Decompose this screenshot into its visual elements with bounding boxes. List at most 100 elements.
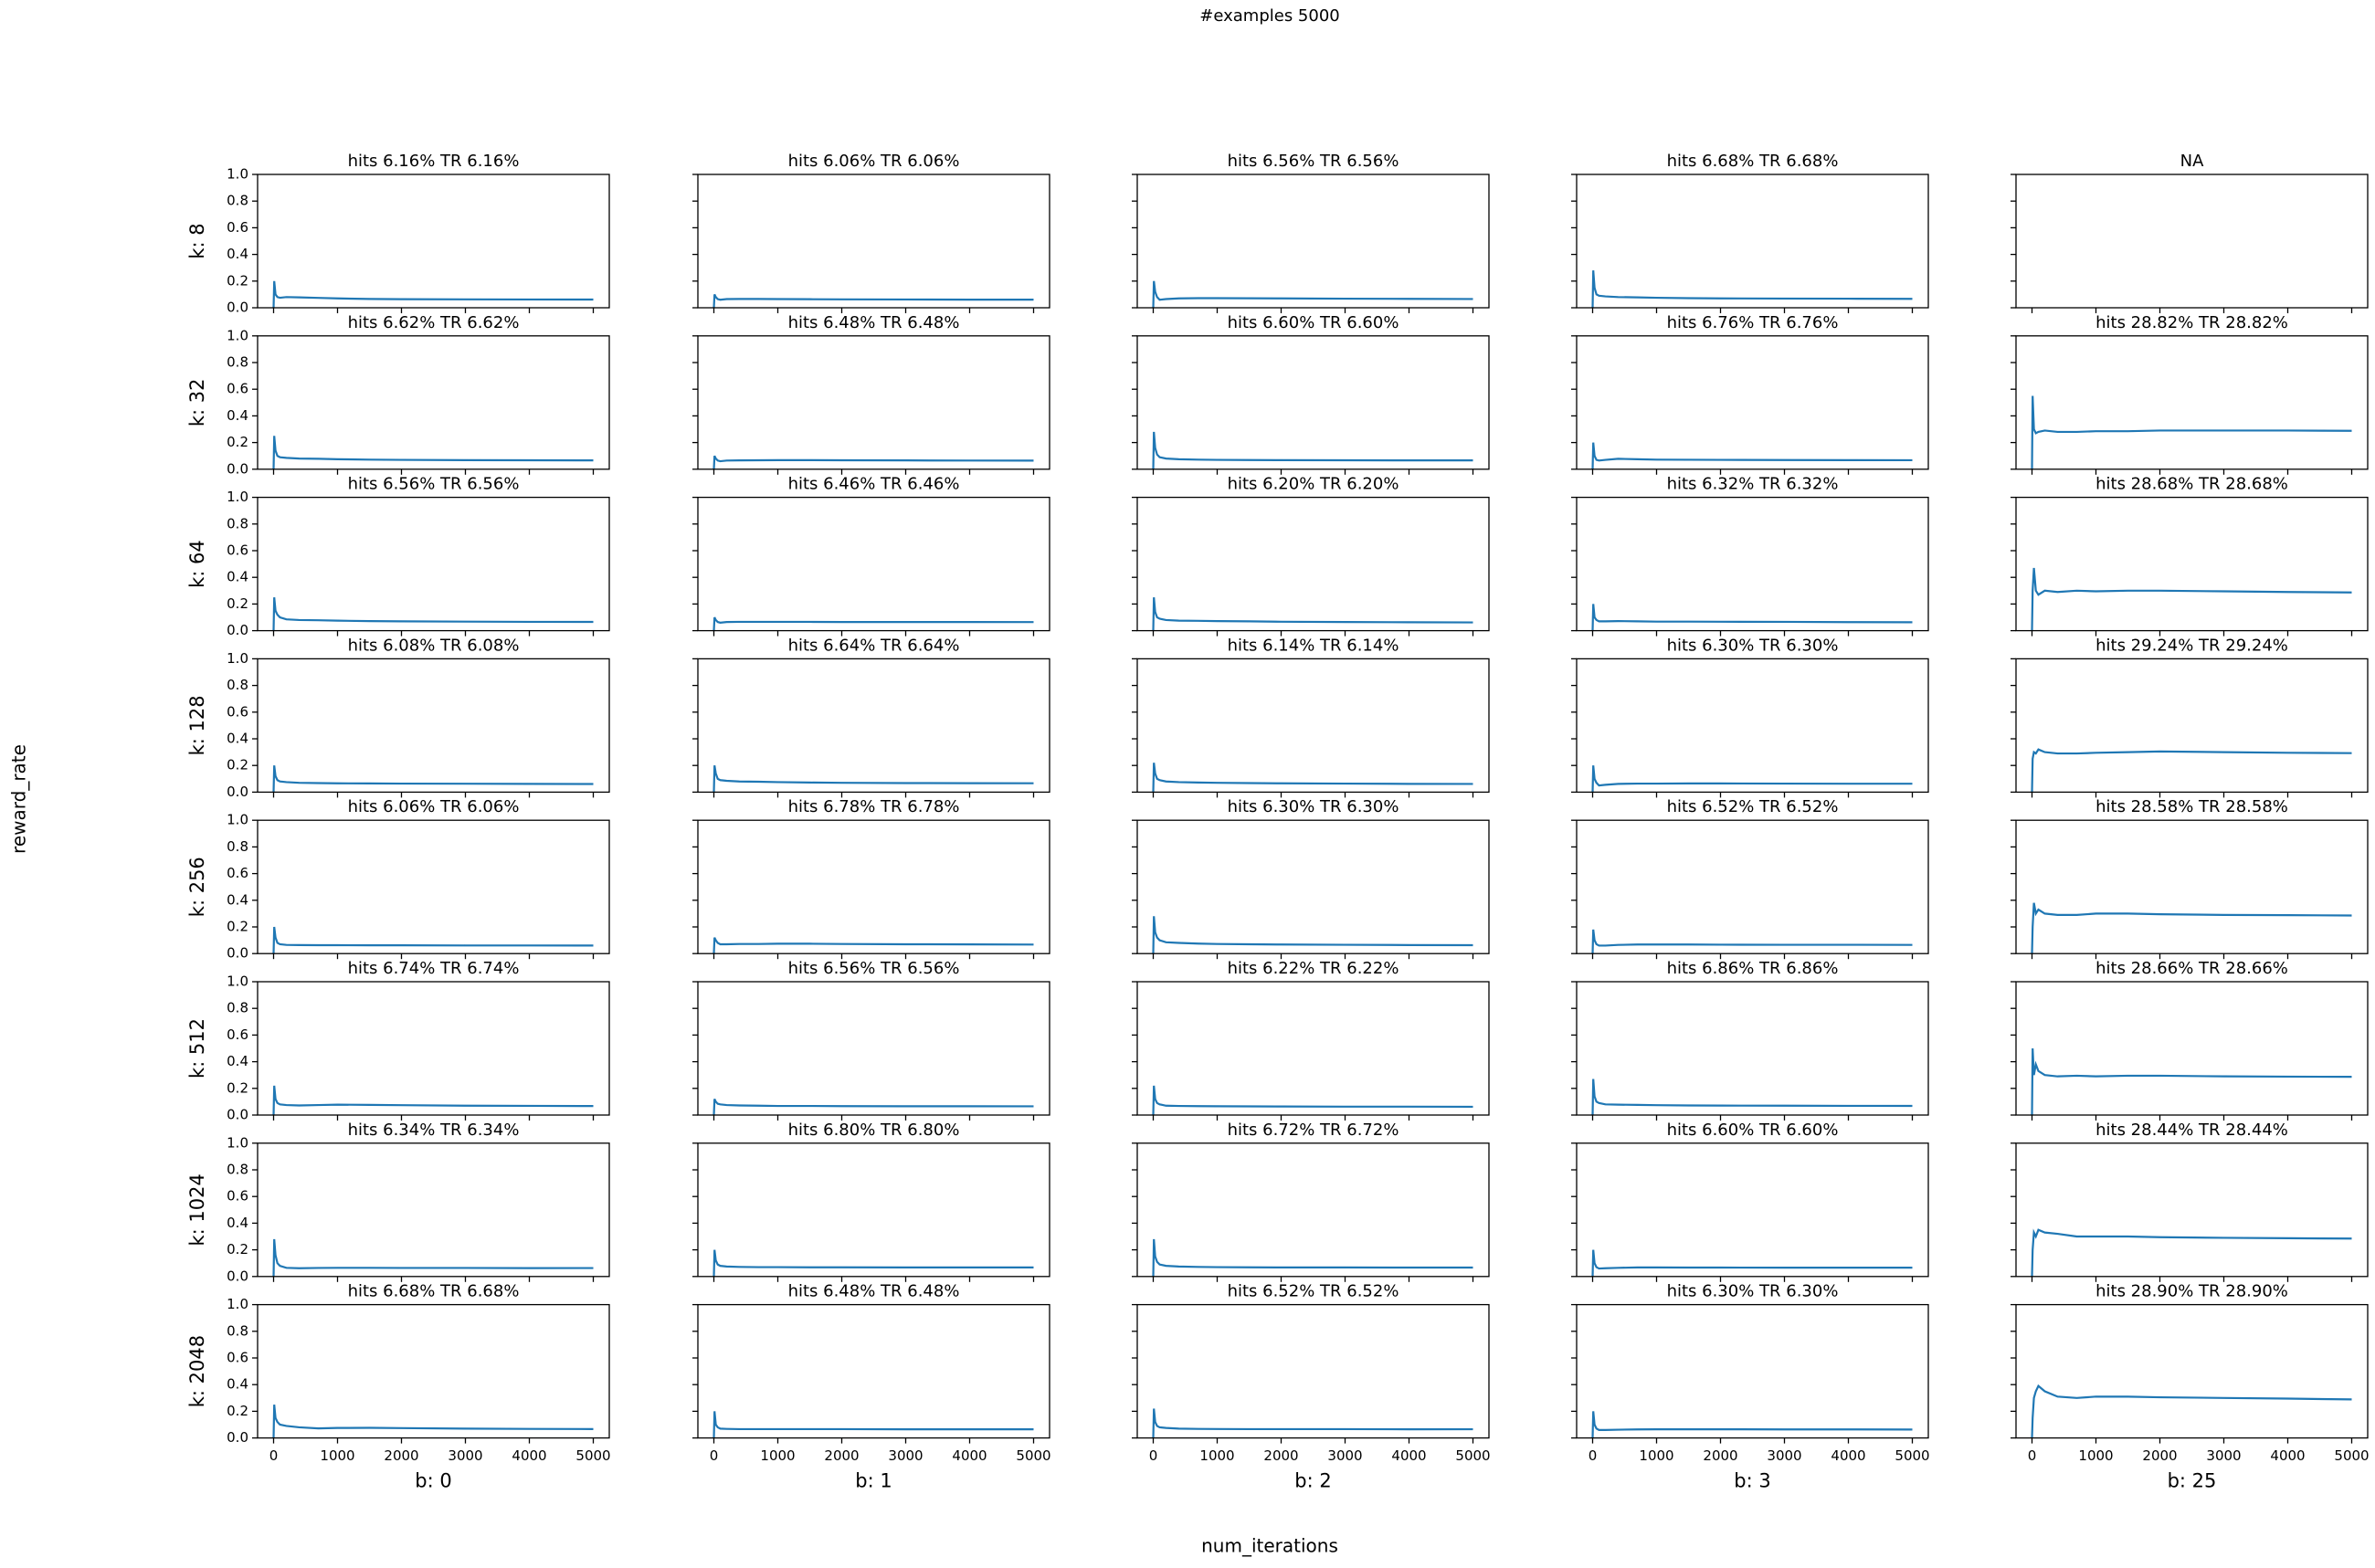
y-tick-label: 0.6 [227,542,248,559]
x-tick-label: 3000 [888,1447,923,1464]
plot-frame [1136,496,1490,632]
series-line [712,937,1034,954]
y-tick-label: 0.8 [227,1000,248,1016]
plot-frame [1136,658,1490,794]
subplot-title: hits 29.24% TR 29.24% [2095,636,2288,655]
series-line [2031,1047,2352,1116]
series-line [272,1238,594,1277]
series-line [712,1411,1034,1438]
y-tick-label: 0.6 [227,1188,248,1205]
subplot-title: hits 6.60% TR 6.60% [1667,1121,1839,1140]
series-line [272,1085,594,1116]
y-tick-label: 1.0 [227,650,248,667]
y-tick-label: 1.0 [227,1296,248,1312]
series-line [712,616,1034,631]
y-tick-label: 0.4 [227,246,248,262]
plot-frame [697,658,1050,794]
x-tick-label: 5000 [1016,1447,1050,1464]
y-tick-label: 0.2 [227,272,248,289]
figure-title: #examples 5000 [1199,6,1339,26]
plot-frame [697,819,1050,954]
subplot-title: hits 28.44% TR 28.44% [2095,1121,2288,1140]
x-tick-label: 0 [2028,1447,2037,1464]
x-tick-label: 0 [1149,1447,1158,1464]
series-line [1591,270,1913,309]
y-axis-label: k: 8 [186,223,208,258]
y-tick-label: 0.0 [227,945,248,962]
subplot-title: hits 6.62% TR 6.62% [348,313,520,332]
plot-frame [2015,335,2369,470]
series-line [712,1249,1034,1277]
plot-frame [2015,496,2369,632]
plot-frame [2015,174,2369,309]
plot-frame [1576,819,1929,954]
series-line [2031,1228,2352,1277]
subplot-title: hits 6.32% TR 6.32% [1667,475,1839,494]
plot-frame [1576,981,1929,1116]
x-axis-label: b: 1 [855,1470,892,1492]
subplot-title: hits 6.16% TR 6.16% [348,152,520,171]
subplot-title: hits 28.66% TR 28.66% [2095,959,2288,978]
series-line [712,293,1034,309]
y-tick-label: 0.0 [227,1107,248,1123]
series-line [272,436,594,469]
series-line [2031,748,2352,793]
series-line [1152,1408,1473,1438]
x-axis-label: b: 25 [2168,1470,2217,1492]
y-axis-label: k: 512 [186,1018,208,1079]
x-tick-label: 1000 [1199,1447,1234,1464]
y-tick-label: 0.0 [227,622,248,638]
plot-frame [257,335,610,470]
x-tick-label: 5000 [2334,1447,2369,1464]
y-tick-label: 0.6 [227,219,248,236]
subplot-title: hits 6.72% TR 6.72% [1228,1121,1399,1140]
y-tick-label: 0.0 [227,1268,248,1284]
plot-frame [1576,174,1929,309]
subplot-title: hits 6.56% TR 6.56% [348,475,520,494]
series-line [1591,442,1913,469]
plot-frame [257,819,610,954]
subplot-title: hits 28.68% TR 28.68% [2095,475,2288,494]
x-tick-label: 1000 [760,1447,795,1464]
subplot-title: hits 28.90% TR 28.90% [2095,1282,2288,1301]
y-tick-label: 0.8 [227,354,248,371]
plot-frame [697,335,1050,470]
y-axis-label: k: 32 [186,378,208,426]
y-tick-label: 0.2 [227,1079,248,1096]
y-tick-label: 0.4 [227,569,248,585]
plot-frame [2015,658,2369,794]
subplot-title: hits 6.20% TR 6.20% [1228,475,1399,494]
series-line [1591,604,1913,631]
subplot-title: hits 6.14% TR 6.14% [1228,636,1399,655]
x-tick-label: 1000 [2078,1447,2113,1464]
series-line [1152,280,1473,309]
x-tick-label: 4000 [512,1447,546,1464]
subplot-title: hits 6.48% TR 6.48% [788,1282,960,1301]
y-tick-label: 0.4 [227,407,248,424]
subplot-title: hits 6.74% TR 6.74% [348,959,520,978]
plot-frame [1136,174,1490,309]
plot-frame [257,496,610,632]
y-tick-label: 0.6 [227,865,248,881]
series-line [1591,1249,1913,1277]
subplot-title: hits 28.58% TR 28.58% [2095,797,2288,816]
series-line [272,926,594,954]
series-line [272,596,594,631]
plot-frame [1576,1142,1929,1278]
subplot-title: hits 6.34% TR 6.34% [348,1121,520,1140]
series-line [1152,597,1473,631]
plot-frame [2015,981,2369,1116]
subplot-title: hits 6.48% TR 6.48% [788,313,960,332]
series-line [2031,395,2352,469]
plot-frame [697,981,1050,1116]
y-axis-label: k: 64 [186,540,208,588]
x-tick-label: 4000 [2270,1447,2305,1464]
subplot-title: hits 6.46% TR 6.46% [788,475,960,494]
subplot-title: hits 6.68% TR 6.68% [348,1282,520,1301]
series-line [712,455,1034,469]
y-axis-label: k: 2048 [186,1335,208,1407]
plot-frame [1576,496,1929,632]
series-line [712,765,1034,793]
x-tick-label: 2000 [1703,1447,1737,1464]
plot-frame [1136,335,1490,470]
